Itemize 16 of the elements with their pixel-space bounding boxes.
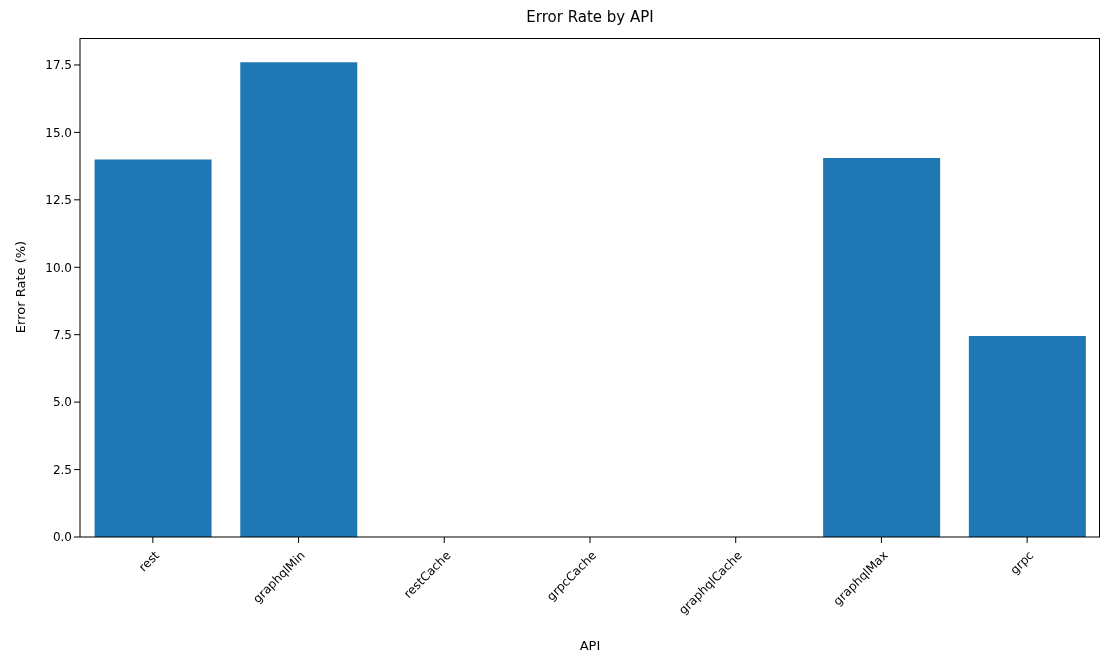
bar <box>823 158 941 537</box>
y-tick-label: 2.5 <box>52 462 72 477</box>
chart-title: Error Rate by API <box>525 8 655 26</box>
x-axis-title: API <box>578 638 602 653</box>
y-tick-label: 17.5 <box>45 58 72 73</box>
bar <box>968 336 1086 537</box>
y-tick-label: 15.0 <box>45 125 72 140</box>
y-tick-label: 5.0 <box>52 395 72 410</box>
y-tick-label: 7.5 <box>52 327 72 342</box>
bar <box>240 62 358 537</box>
bar <box>94 159 212 537</box>
y-tick-label: 10.0 <box>45 260 72 275</box>
x-tick-label: rest <box>135 548 163 575</box>
y-tick-label: 12.5 <box>45 193 72 208</box>
y-tick-label: 0.0 <box>52 530 72 545</box>
y-axis-title: Error Rate (%) <box>12 240 28 334</box>
